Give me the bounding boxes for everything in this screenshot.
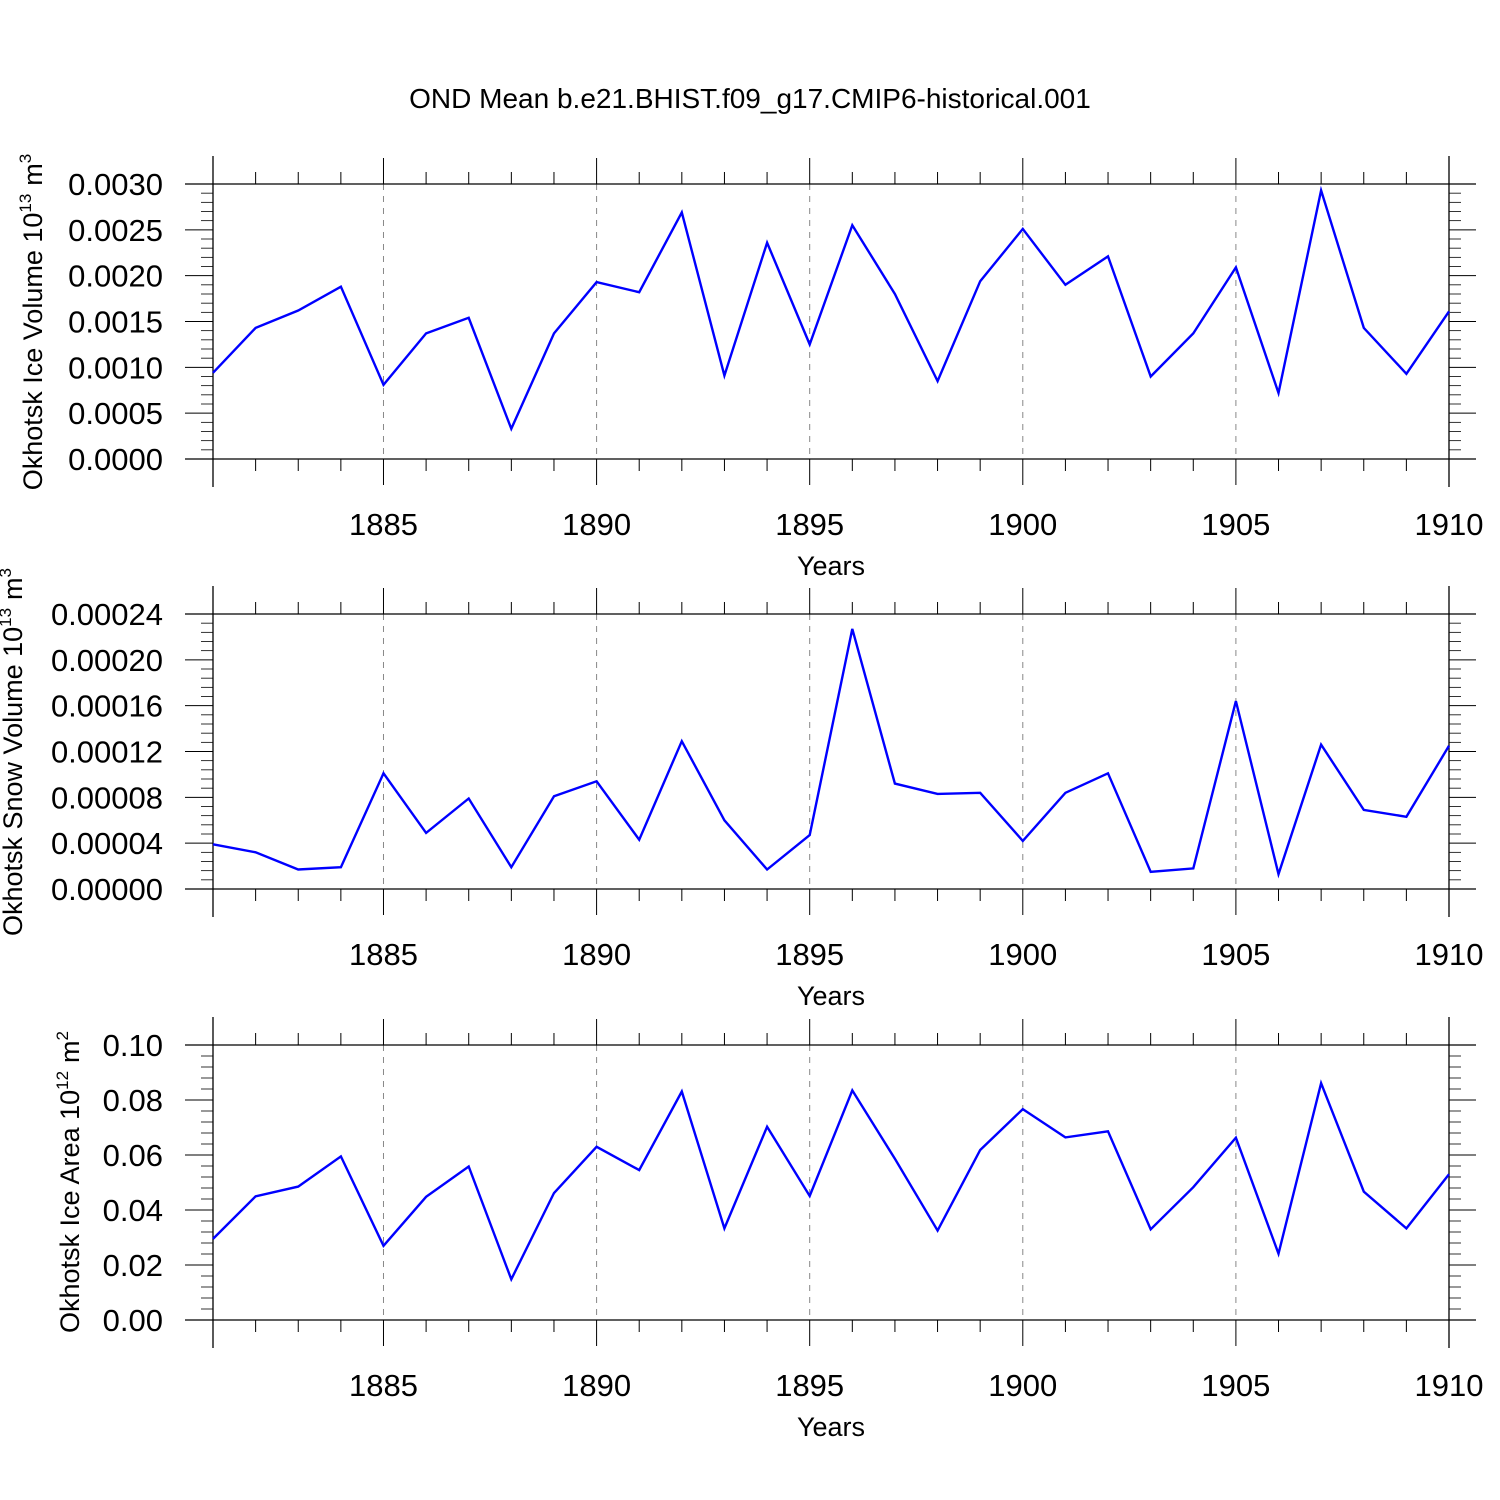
y-tick-label: 0.10 [103,1028,163,1063]
x-tick-label: 1905 [1201,937,1270,972]
y-axis-title-unit-exponent: 3 [16,154,35,163]
x-tick-label: 1905 [1201,1368,1270,1403]
y-tick-label: 0.00024 [51,597,163,632]
y-tick-label: 0.0010 [68,350,163,385]
x-tick-label: 1910 [1415,507,1484,542]
y-tick-label: 0.0030 [68,167,163,202]
series-line [212,1079,1450,1283]
y-axis-title-main: Okhotsk Snow Volume 10 [0,627,28,936]
y-tick-label: 0.00020 [51,643,163,678]
x-tick-label: 1900 [988,937,1057,972]
y-axis-title-main: Okhotsk Ice Area 10 [55,1090,85,1333]
x-tick-label: 1890 [562,1368,631,1403]
y-tick-label: 0.0025 [68,213,163,248]
y-tick-label: 0.0005 [68,396,163,431]
x-tick-label: 1890 [562,937,631,972]
y-axis-title-unit: m [18,163,48,186]
series-line [212,628,1451,879]
x-tick-label: 1890 [562,507,631,542]
y-tick-label: 0.00000 [51,872,163,907]
x-tick-label: 1895 [775,1368,844,1403]
y-tick-label: 0.0000 [68,442,163,477]
y-axis-title-unit: m [55,1040,85,1063]
chart-panel-1: 1885 1890 1895 1900 1905 1910 Years 0.0000 0.000… [16,154,1483,581]
y-axis-title-unit: m [0,577,28,600]
y-axis-title-unit-exponent: 3 [0,568,15,577]
y-tick-label: 0.00008 [51,780,163,815]
x-tick-label: 1895 [775,937,844,972]
panels: 1885 1890 1895 1900 1905 1910Years0.00000.000… [0,154,1483,1442]
y-axis-title: Okhotsk Ice Volume 1013 m3 [16,154,48,491]
x-tick-label: 1900 [988,507,1057,542]
y-tick-label: 0.00016 [51,689,163,724]
y-tick-label: 0.04 [103,1193,163,1228]
y-axis-title-exponent: 12 [53,1071,72,1090]
chart-panel-3: 1885 1890 1895 1900 1905 1910 Years 0.00 0.02 0.0… [53,1017,1483,1442]
y-tick-label: 0.06 [103,1138,163,1173]
x-axis-title: Years [797,981,865,1011]
y-axis-title-unit-exponent: 2 [53,1031,72,1040]
y-tick-label: 0.00012 [51,735,163,770]
y-tick-label: 0.08 [103,1083,163,1118]
y-axis-title-main: Okhotsk Ice Volume 10 [18,213,48,491]
x-tick-label: 1895 [775,507,844,542]
x-tick-label: 1885 [349,507,418,542]
chart-panel-2: 1885 1890 1895 1900 1905 1910 Years 0.00000 0.00… [0,568,1483,1011]
x-tick-label: 1885 [349,937,418,972]
figure-title: OND Mean b.e21.BHIST.f09_g17.CMIP6-histo… [409,83,1091,114]
y-axis-title: Okhotsk Snow Volume 1013 m3 [0,568,28,936]
x-tick-label: 1885 [349,1368,418,1403]
y-axis-title-exponent: 13 [16,194,35,213]
x-axis-title: Years [797,551,865,581]
y-tick-label: 0.00 [103,1303,163,1338]
y-axis-title-exponent: 13 [0,608,15,627]
y-axis-title: Okhotsk Ice Area 1012 m2 [53,1031,85,1333]
x-tick-label: 1900 [988,1368,1057,1403]
y-tick-label: 0.0020 [68,259,163,294]
x-tick-label: 1905 [1201,507,1270,542]
x-tick-label: 1910 [1415,1368,1484,1403]
y-tick-label: 0.00004 [51,826,163,861]
series-line [212,185,1450,432]
x-tick-label: 1910 [1415,937,1484,972]
x-axis-title: Years [797,1412,865,1442]
y-tick-label: 0.02 [103,1248,163,1283]
y-tick-label: 0.0015 [68,305,163,340]
